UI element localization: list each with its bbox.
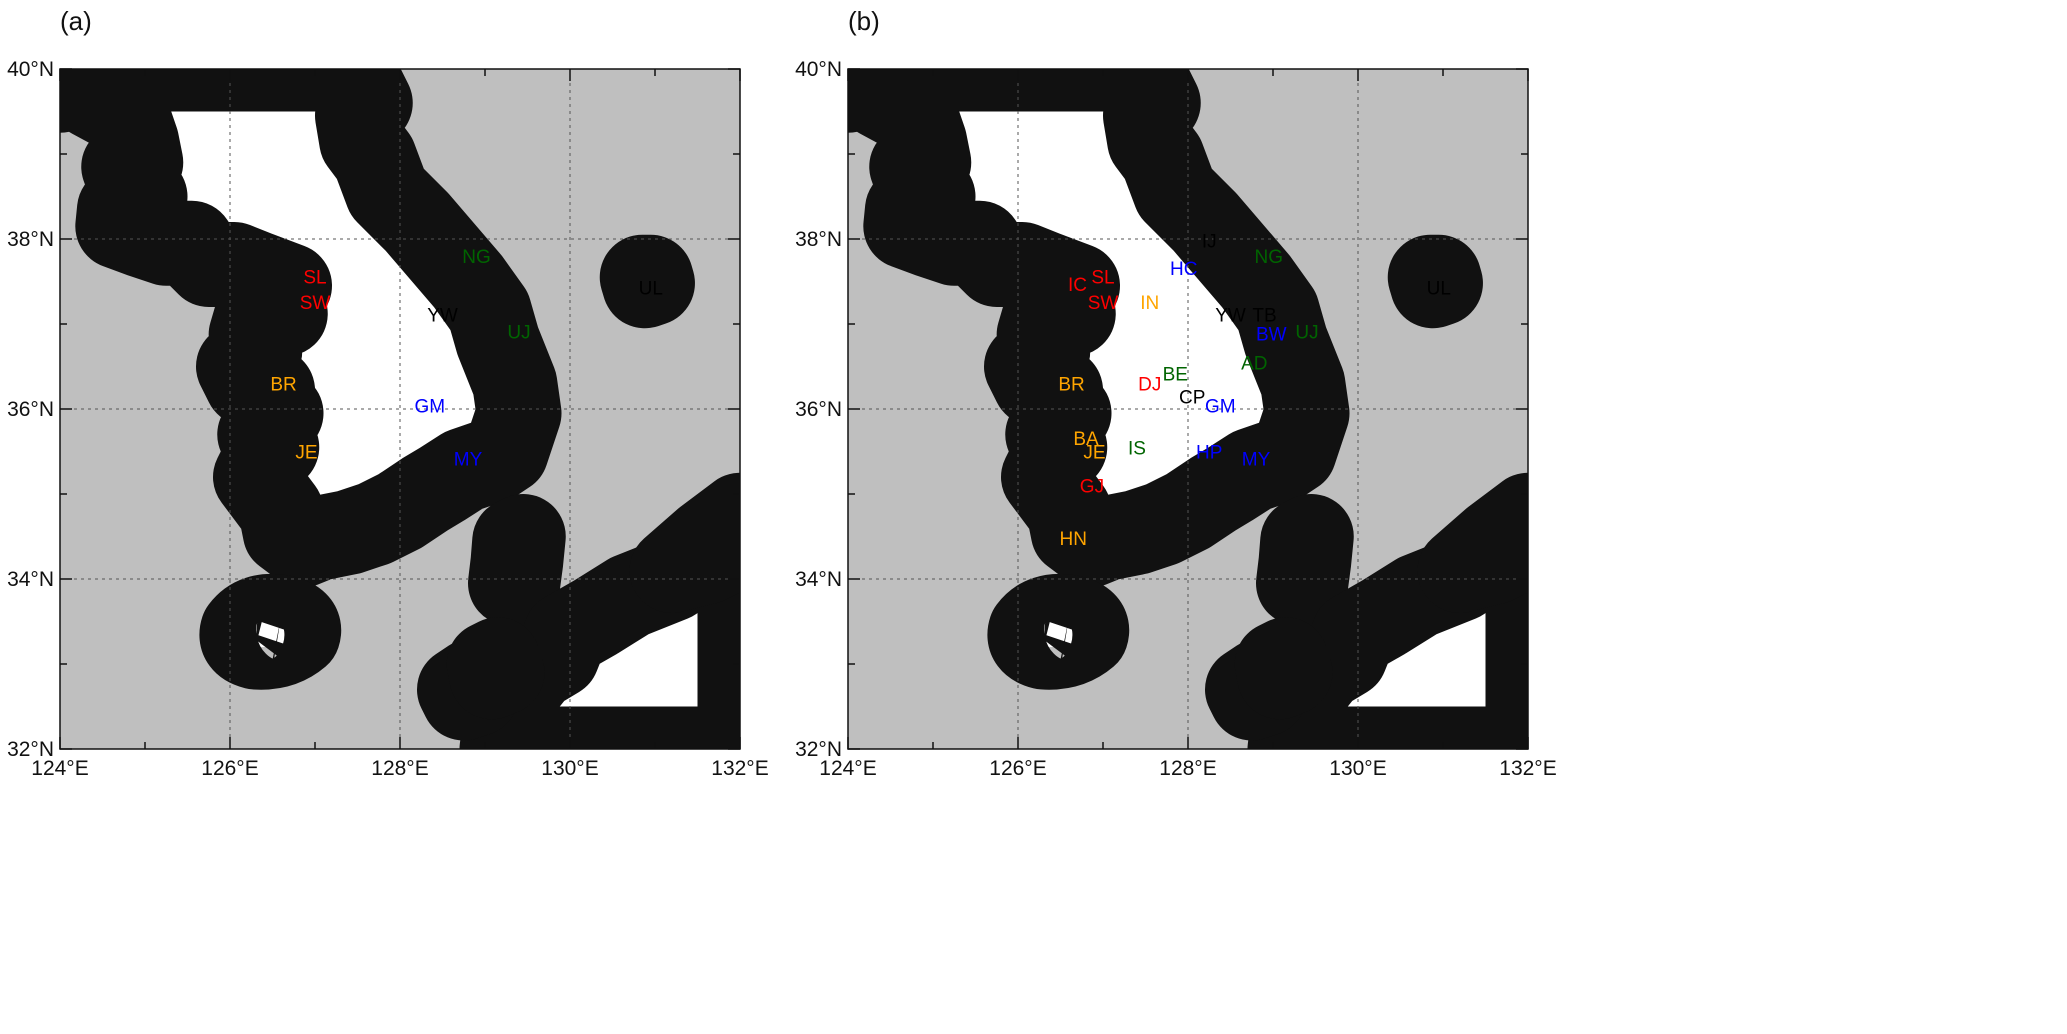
station-label-ng: NG: [1255, 247, 1284, 268]
station-label-cp: CP: [1179, 387, 1205, 408]
station-label-sw: SW: [1088, 293, 1119, 314]
station-label-ul: UL: [639, 278, 663, 299]
lat-tick-label: 40°N: [7, 58, 54, 81]
lat-tick-label: 34°N: [795, 568, 842, 591]
station-label-hc: HC: [1170, 259, 1197, 280]
station-label-hp: HP: [1196, 443, 1222, 464]
map-panel-a: (a) 124°E 126°E 128°E 130°E 132°E 32°N 34°N 36°N…: [7, 6, 769, 780]
lon-tick-label: 124°E: [819, 757, 876, 780]
station-label-uj: UJ: [1295, 323, 1318, 344]
station-label-yw: YW: [1215, 306, 1246, 327]
station-label-uj: UJ: [507, 323, 530, 344]
lat-tick-label: 40°N: [795, 58, 842, 81]
station-label-ba: BA: [1073, 429, 1099, 450]
lon-tick-label: 126°E: [989, 757, 1046, 780]
station-label-dj: DJ: [1138, 375, 1161, 396]
station-label-be: BE: [1163, 364, 1188, 385]
station-label-sw: SW: [300, 293, 331, 314]
station-label-gm: GM: [1205, 397, 1236, 418]
panel-label: (b): [848, 6, 880, 36]
station-label-my: MY: [454, 449, 483, 470]
lat-tick-label: 36°N: [795, 398, 842, 421]
station-label-in: IN: [1140, 293, 1159, 314]
station-label-sl: SL: [1091, 267, 1114, 288]
lon-tick-label: 128°E: [1159, 757, 1216, 780]
lon-tick-label: 128°E: [371, 757, 428, 780]
lat-tick-label: 32°N: [795, 738, 842, 761]
station-label-gj: GJ: [1080, 477, 1104, 498]
lon-tick-label: 124°E: [31, 757, 88, 780]
station-label-ij: IJ: [1202, 232, 1217, 253]
station-label-ad: AD: [1241, 353, 1267, 374]
station-label-je: JE: [1083, 443, 1105, 464]
map-panel-b: (b) 124°E 126°E 128°E 130°E 132°E 32°N 34°N 36°N…: [795, 6, 1557, 780]
lon-tick-label: 130°E: [1329, 757, 1386, 780]
station-label-hn: HN: [1060, 529, 1087, 550]
lon-tick-label: 126°E: [201, 757, 258, 780]
station-label-gm: GM: [414, 397, 445, 418]
station-label-ic: IC: [1068, 275, 1087, 296]
station-label-br: BR: [270, 375, 296, 396]
station-label-je: JE: [295, 443, 317, 464]
station-label-ul: UL: [1427, 278, 1451, 299]
station-label-my: MY: [1242, 449, 1271, 470]
station-label-is: IS: [1128, 438, 1146, 459]
station-label-br: BR: [1058, 375, 1084, 396]
lat-tick-label: 34°N: [7, 568, 54, 591]
station-label-bw: BW: [1256, 324, 1287, 345]
lat-tick-label: 32°N: [7, 738, 54, 761]
lat-tick-label: 38°N: [795, 228, 842, 251]
station-label-sl: SL: [303, 267, 326, 288]
station-label-ng: NG: [462, 247, 491, 268]
lat-tick-label: 36°N: [7, 398, 54, 421]
lon-tick-label: 132°E: [711, 757, 768, 780]
lat-tick-label: 38°N: [7, 228, 54, 251]
station-label-tb: TB: [1252, 306, 1276, 327]
lon-tick-label: 132°E: [1499, 757, 1556, 780]
station-label-yw: YW: [427, 306, 458, 327]
lon-tick-label: 130°E: [541, 757, 598, 780]
panel-label: (a): [60, 6, 92, 36]
